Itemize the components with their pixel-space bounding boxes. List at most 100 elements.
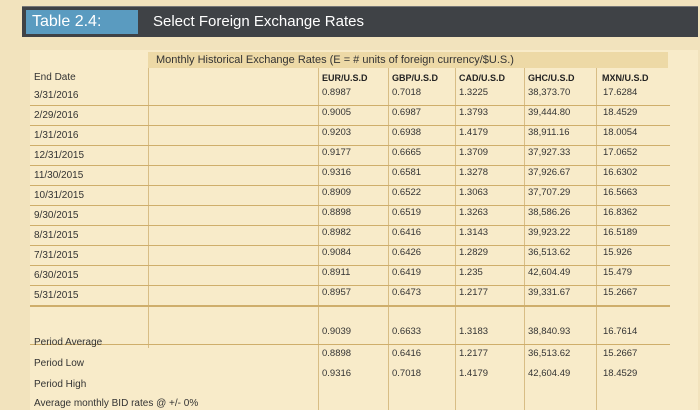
table-cell: 16.5663 bbox=[603, 187, 638, 198]
table-caption: Monthly Historical Exchange Rates (E = #… bbox=[148, 52, 668, 68]
table-cell: 1.235 bbox=[459, 267, 483, 278]
column-header-eur: EUR/U.S.D bbox=[322, 73, 368, 83]
table-cell: 0.9316 bbox=[322, 167, 352, 178]
table-cell: 16.6302 bbox=[603, 167, 638, 178]
row-date: 3/31/2016 bbox=[34, 90, 79, 101]
table-cell: 1.4179 bbox=[459, 127, 489, 138]
table-cell: 1.3063 bbox=[459, 187, 489, 198]
row-date: 6/30/2015 bbox=[34, 270, 79, 281]
summary-cell: 38,840.93 bbox=[528, 326, 571, 337]
row-divider bbox=[30, 145, 670, 146]
row-divider bbox=[30, 306, 670, 307]
row-divider bbox=[30, 125, 670, 126]
row-divider bbox=[30, 225, 670, 226]
row-date: 1/31/2016 bbox=[34, 130, 79, 141]
table-cell: 15.926 bbox=[603, 247, 633, 258]
summary-cell: 0.8898 bbox=[322, 348, 352, 359]
row-divider bbox=[30, 105, 670, 106]
table-cell: 1.3143 bbox=[459, 227, 489, 238]
summary-label: Period High bbox=[34, 379, 87, 390]
column-divider bbox=[455, 68, 456, 410]
table-cell: 0.6665 bbox=[392, 147, 422, 158]
row-date: 12/31/2015 bbox=[34, 150, 85, 161]
column-divider bbox=[524, 68, 525, 410]
row-date: 2/29/2016 bbox=[34, 110, 79, 121]
table-cell: 1.3709 bbox=[459, 147, 489, 158]
table-cell: 0.9084 bbox=[322, 247, 352, 258]
column-divider bbox=[318, 68, 319, 410]
table-cell: 17.6284 bbox=[603, 87, 638, 98]
column-divider bbox=[148, 68, 149, 348]
row-divider bbox=[30, 185, 670, 186]
table-cell: 39,444.80 bbox=[528, 107, 571, 118]
column-divider bbox=[388, 68, 389, 410]
table-cell: 0.8987 bbox=[322, 87, 352, 98]
table-cell: 17.0652 bbox=[603, 147, 638, 158]
table-cell: 38,911.16 bbox=[528, 127, 570, 138]
row-divider bbox=[30, 305, 670, 306]
table-cell: 0.6581 bbox=[392, 167, 422, 178]
table-cell: 37,927.33 bbox=[528, 147, 571, 158]
column-header-gbp: GBP/U.S.D bbox=[392, 73, 439, 83]
summary-cell: 0.6416 bbox=[392, 348, 422, 359]
table-cell: 39,331.67 bbox=[528, 287, 571, 298]
row-date: 8/31/2015 bbox=[34, 230, 79, 241]
table-cell: 18.4529 bbox=[603, 107, 638, 118]
summary-label: Average monthly BID rates @ +/- 0% bbox=[34, 398, 199, 409]
exchange-rate-table: Monthly Historical Exchange Rates (E = #… bbox=[30, 50, 698, 410]
summary-cell: 0.6633 bbox=[392, 326, 422, 337]
summary-cell: 0.9039 bbox=[322, 326, 352, 337]
table-cell: 0.6426 bbox=[392, 247, 422, 258]
table-cell: 1.2829 bbox=[459, 247, 489, 258]
table-cell: 37,707.29 bbox=[528, 187, 571, 198]
table-cell: 42,604.49 bbox=[528, 267, 571, 278]
row-date: 11/30/2015 bbox=[34, 170, 84, 181]
table-cell: 0.9177 bbox=[322, 147, 352, 158]
summary-cell: 1.3183 bbox=[459, 326, 489, 337]
table-cell: 37,926.67 bbox=[528, 167, 571, 178]
row-date: 5/31/2015 bbox=[34, 290, 79, 301]
column-header-ghc: GHC/U.S.D bbox=[528, 73, 575, 83]
column-header-cad: CAD/U.S.D bbox=[459, 73, 506, 83]
table-cell: 0.6416 bbox=[392, 227, 422, 238]
table-cell: 18.0054 bbox=[603, 127, 638, 138]
table-cell: 0.8909 bbox=[322, 187, 352, 198]
summary-cell: 16.7614 bbox=[603, 326, 638, 337]
table-cell: 0.8957 bbox=[322, 287, 352, 298]
summary-cell: 15.2667 bbox=[603, 348, 638, 359]
summary-cell: 18.4529 bbox=[603, 368, 638, 379]
table-cell: 15.2667 bbox=[603, 287, 638, 298]
table-cell: 16.8362 bbox=[603, 207, 638, 218]
table-cell: 0.6473 bbox=[392, 287, 422, 298]
summary-cell: 1.2177 bbox=[459, 348, 489, 359]
table-cell: 1.3278 bbox=[459, 167, 489, 178]
summary-cell: 0.9316 bbox=[322, 368, 352, 379]
row-divider bbox=[30, 265, 670, 266]
table-cell: 0.8982 bbox=[322, 227, 352, 238]
column-divider bbox=[596, 68, 597, 410]
table-cell: 1.3263 bbox=[459, 207, 489, 218]
summary-label: Period Low bbox=[34, 358, 85, 369]
table-cell: 36,513.62 bbox=[528, 247, 571, 258]
summary-cell: 0.7018 bbox=[392, 368, 422, 379]
column-header-mxn: MXN/U.S.D bbox=[602, 73, 649, 83]
table-cell: 0.8911 bbox=[322, 267, 351, 278]
summary-label: Period Average bbox=[34, 337, 103, 348]
table-cell: 15.479 bbox=[603, 267, 633, 278]
table-cell: 1.2177 bbox=[459, 287, 489, 298]
table-cell: 38,373.70 bbox=[528, 87, 571, 98]
end-date-header: End Date bbox=[34, 72, 76, 83]
table-title: Select Foreign Exchange Rates bbox=[153, 13, 364, 30]
table-cell: 0.6519 bbox=[392, 207, 422, 218]
row-date: 10/31/2015 bbox=[34, 190, 85, 201]
table-cell: 0.8898 bbox=[322, 207, 352, 218]
table-cell: 0.6987 bbox=[392, 107, 422, 118]
row-date: 9/30/2015 bbox=[34, 210, 79, 221]
table-cell: 38,586.26 bbox=[528, 207, 571, 218]
row-divider bbox=[30, 344, 670, 345]
table-cell: 0.9203 bbox=[322, 127, 352, 138]
table-cell: 16.5189 bbox=[603, 227, 638, 238]
table-cell: 0.6522 bbox=[392, 187, 422, 198]
table-cell: 0.7018 bbox=[392, 87, 422, 98]
row-divider bbox=[30, 165, 670, 166]
